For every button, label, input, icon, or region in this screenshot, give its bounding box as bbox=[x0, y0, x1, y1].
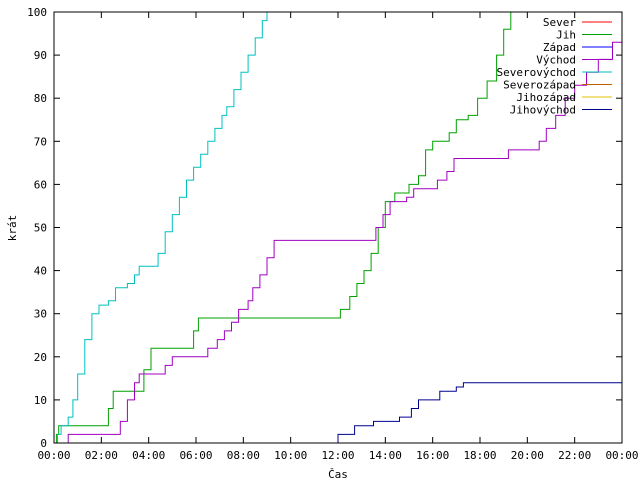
series-line-jihov-chod bbox=[54, 382, 622, 444]
x-tick-label: 00:00 bbox=[37, 449, 70, 462]
x-tick-label: 04:00 bbox=[132, 449, 165, 462]
y-tick-label: 20 bbox=[34, 351, 47, 364]
y-tick-label: 30 bbox=[34, 308, 47, 321]
x-tick-label: 22:00 bbox=[558, 449, 591, 462]
y-tick-label: 60 bbox=[34, 178, 47, 191]
legend-label: Sever bbox=[543, 16, 576, 29]
x-tick-label: 02:00 bbox=[85, 449, 118, 462]
legend-label: Západ bbox=[543, 41, 576, 54]
x-tick-label: 12:00 bbox=[321, 449, 354, 462]
legend-label: Východ bbox=[536, 54, 576, 67]
x-tick-label: 06:00 bbox=[179, 449, 212, 462]
series-lines bbox=[54, 12, 623, 444]
x-tick-label: 10:00 bbox=[274, 449, 307, 462]
x-tick-label: 20:00 bbox=[511, 449, 544, 462]
series-line-v-chod bbox=[54, 33, 623, 444]
series-line-jih bbox=[54, 12, 512, 444]
legend-label: Jihozápad bbox=[516, 91, 576, 104]
y-tick-label: 10 bbox=[34, 394, 47, 407]
x-tick-label: 00:00 bbox=[605, 449, 638, 462]
y-axis-label: krát bbox=[6, 215, 19, 242]
legend: SeverJihZápadVýchodSeverovýchodSeverozáp… bbox=[497, 16, 612, 117]
y-tick-label: 100 bbox=[27, 6, 47, 19]
x-axis-label: Čas bbox=[328, 468, 348, 480]
x-tick-label: 14:00 bbox=[369, 449, 402, 462]
x-tick-label: 18:00 bbox=[463, 449, 496, 462]
y-tick-label: 0 bbox=[40, 437, 47, 450]
series-line-severov-chod bbox=[54, 12, 268, 444]
x-tick-label: 16:00 bbox=[416, 449, 449, 462]
y-tick-label: 40 bbox=[34, 265, 47, 278]
plot-frame bbox=[53, 11, 623, 444]
legend-label: Jihovýchod bbox=[510, 104, 576, 117]
legend-label: Severovýchod bbox=[497, 66, 576, 79]
tick-labels: 0 10 20 30 40 50 60 70 80 90 100 00:00 02:00 04:00 06:… bbox=[27, 6, 638, 462]
x-tick-label: 08:00 bbox=[227, 449, 260, 462]
y-tick-label: 80 bbox=[34, 92, 47, 105]
y-tick-label: 50 bbox=[34, 222, 47, 235]
y-tick-label: 70 bbox=[34, 135, 47, 148]
y-tick-label: 90 bbox=[34, 49, 47, 62]
legend-label: Jih bbox=[556, 29, 576, 42]
legend-label: Severozápad bbox=[503, 79, 576, 92]
